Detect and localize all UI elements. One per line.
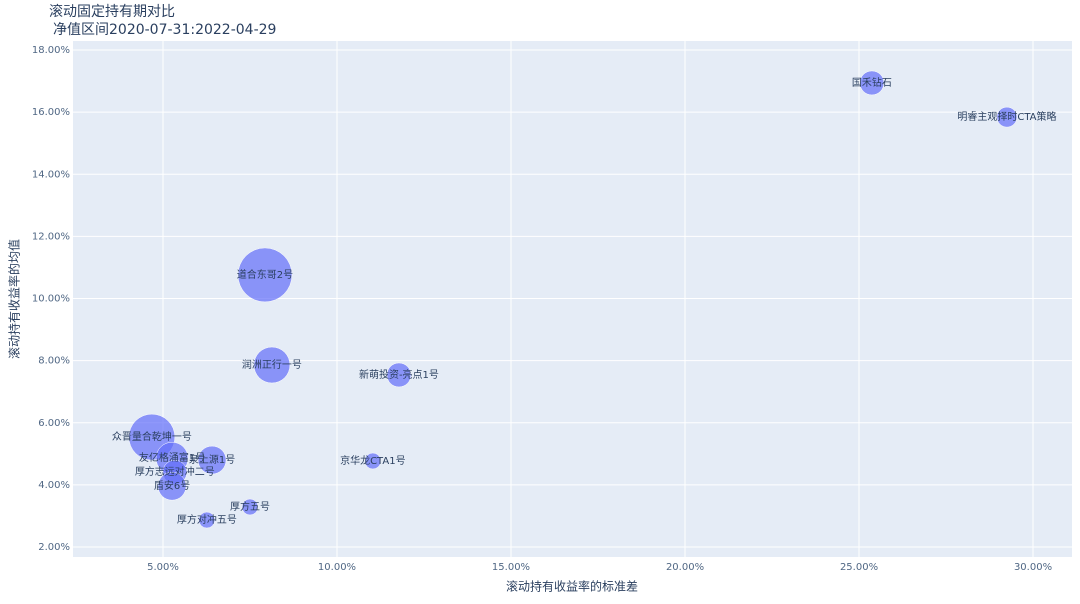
y-tick-label: 14.00% (32, 169, 70, 180)
y-tick-label: 10.00% (32, 294, 70, 305)
y-tick-label: 18.00% (32, 45, 70, 56)
bubble (237, 247, 293, 303)
point-label: 国禾钻石 (852, 76, 892, 89)
grid (73, 41, 1072, 557)
y-tick-label: 2.00% (38, 542, 70, 553)
point-label: 众晋量合乾坤一号 (112, 430, 192, 443)
bubble (996, 106, 1018, 128)
point-label: 润洲正行一号 (242, 358, 302, 371)
point-label: 泉上源1号 (189, 453, 235, 466)
x-axis-title: 滚动持有收益率的标准差 (506, 579, 638, 594)
bubble (198, 511, 216, 529)
x-tick-label: 25.00% (840, 562, 878, 573)
point-label: 明睿主观择时CTA策略 (957, 110, 1056, 123)
bubble (253, 346, 291, 384)
chart-title: 滚动固定持有期对比 (49, 3, 175, 20)
y-tick-label: 4.00% (38, 480, 70, 491)
y-axis-title: 滚动持有收益率的均值 (7, 239, 22, 359)
x-tick-label: 15.00% (492, 562, 530, 573)
point-label: 厚方五号 (230, 500, 270, 513)
bubble (197, 445, 227, 475)
bubble (386, 362, 412, 388)
bubble (241, 498, 259, 516)
y-tick-label: 16.00% (32, 107, 70, 118)
x-tick-label: 10.00% (318, 562, 356, 573)
point-label: 友亿格涌富1号 (139, 451, 205, 464)
y-tick-label: 6.00% (38, 418, 70, 429)
point-label: 京华龙CTA1号 (340, 454, 406, 467)
bubble (364, 452, 382, 470)
point-label: 新萌投资-亮点1号 (359, 368, 439, 381)
point-label: 厚方对冲五号 (177, 513, 237, 526)
point-label: 盾安6号 (154, 479, 190, 492)
point-label: 厚方志远对冲二号 (135, 465, 215, 478)
point-label: 道合东哥2号 (237, 268, 293, 281)
x-tick-label: 30.00% (1014, 562, 1052, 573)
y-tick-label: 12.00% (32, 231, 70, 242)
bubble (859, 70, 885, 96)
x-tick-label: 20.00% (666, 562, 704, 573)
x-tick-label: 5.00% (147, 562, 179, 573)
bubble (157, 471, 187, 501)
chart-subtitle: 净值区间2020-07-31:2022-04-29 (53, 22, 276, 38)
y-tick-label: 8.00% (38, 356, 70, 367)
marks: 国禾钻石明睿主观择时CTA策略道合东哥2号润洲正行一号新萌投资-亮点1号众晋量合… (112, 70, 1057, 529)
